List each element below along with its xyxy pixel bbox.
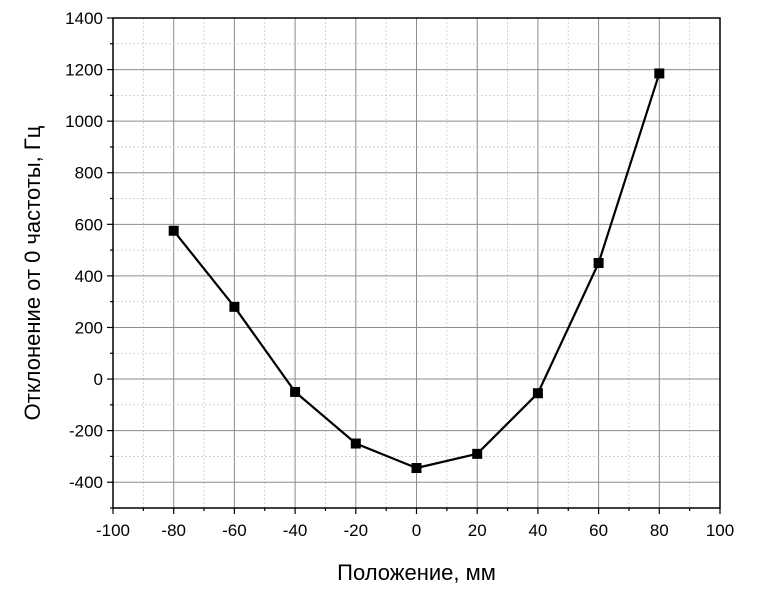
data-point-marker: [532, 388, 543, 399]
axis-ticks: [107, 17, 721, 514]
x-tick-label: 40: [528, 521, 547, 540]
data-point-marker: [472, 448, 483, 459]
data-point-marker: [411, 463, 422, 474]
y-tick-label: 1200: [65, 61, 103, 80]
y-tick-label: 0: [94, 370, 103, 389]
x-tick-label: 100: [706, 521, 734, 540]
y-tick-label: 600: [75, 215, 103, 234]
x-tick-label: 60: [589, 521, 608, 540]
x-tick-label: 0: [412, 521, 421, 540]
data-markers: [168, 68, 665, 474]
x-axis-title: Положение, мм: [337, 560, 496, 585]
x-axis-tick-labels: -100 -80 -60 -40 -20 0 20 40 60 80 100: [96, 521, 734, 540]
data-point-marker: [593, 258, 604, 268]
y-axis-title: Отклонение от 0 частоты, Гц: [20, 125, 45, 420]
data-point-marker: [168, 225, 179, 236]
x-tick-label: 20: [468, 521, 487, 540]
y-tick-label: 1400: [65, 9, 103, 28]
data-point-marker: [229, 301, 240, 312]
y-axis-tick-labels: -400 -200 0 200 400 600 800 1000 1200 1400: [65, 9, 103, 492]
y-tick-label: 800: [75, 164, 103, 183]
data-point-marker: [654, 68, 665, 79]
data-point-marker: [350, 438, 361, 449]
x-tick-label: 80: [650, 521, 669, 540]
y-tick-label: 400: [75, 267, 103, 286]
y-tick-label: 1000: [65, 112, 103, 131]
y-tick-label: -200: [69, 422, 103, 441]
x-tick-label: -60: [222, 521, 247, 540]
x-tick-label: -80: [161, 521, 186, 540]
y-tick-label: 200: [75, 318, 103, 337]
data-point-marker: [290, 386, 301, 397]
x-tick-label: -40: [283, 521, 308, 540]
y-tick-label: -400: [69, 473, 103, 492]
grid: [113, 18, 720, 508]
x-tick-label: -20: [344, 521, 369, 540]
x-tick-label: -100: [96, 521, 130, 540]
